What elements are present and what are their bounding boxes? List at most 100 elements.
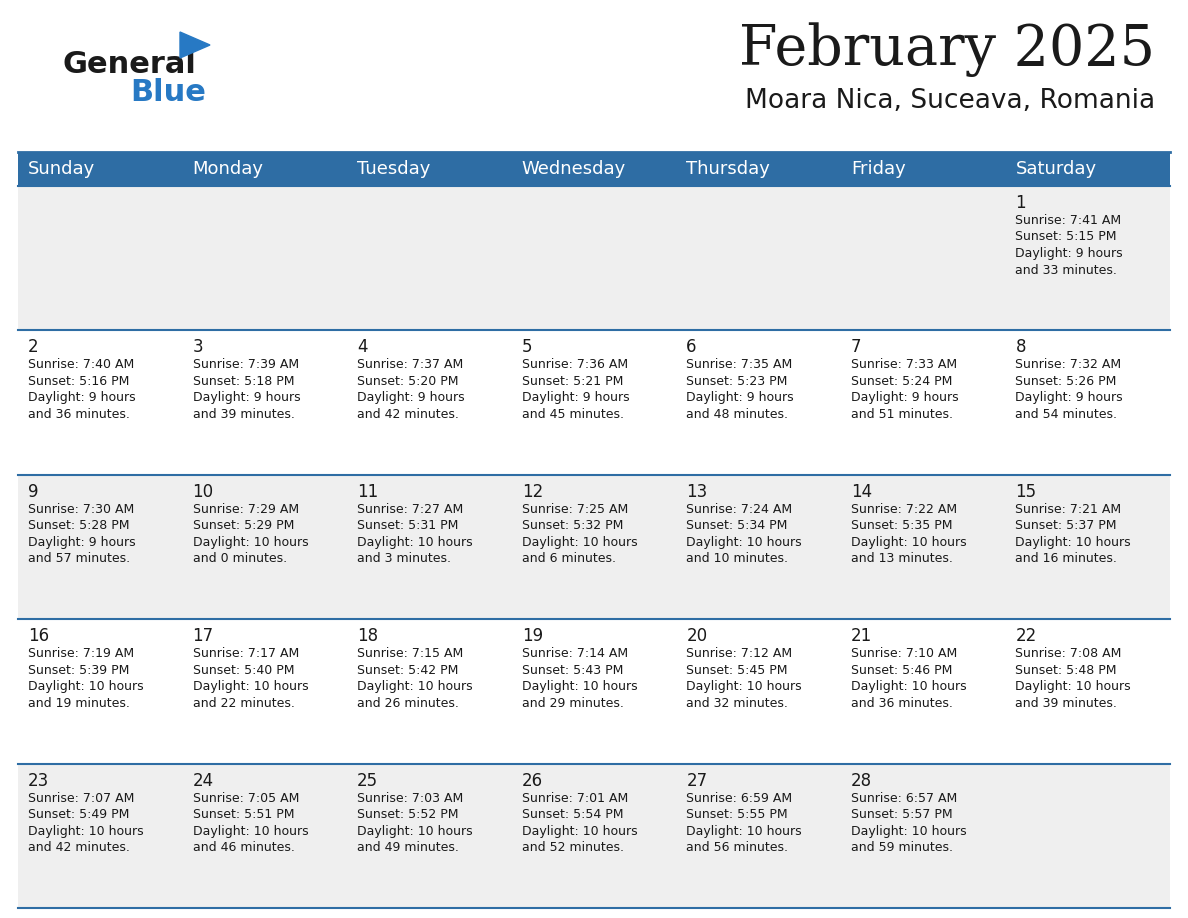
Text: and 22 minutes.: and 22 minutes. <box>192 697 295 710</box>
Text: Sunrise: 7:39 AM: Sunrise: 7:39 AM <box>192 358 298 372</box>
Bar <box>18 152 183 186</box>
Text: and 48 minutes.: and 48 minutes. <box>687 408 789 420</box>
Text: Sunset: 5:54 PM: Sunset: 5:54 PM <box>522 808 624 821</box>
Text: and 3 minutes.: and 3 minutes. <box>358 553 451 565</box>
Text: Daylight: 9 hours: Daylight: 9 hours <box>851 391 959 405</box>
Bar <box>183 475 347 620</box>
Text: Sunset: 5:31 PM: Sunset: 5:31 PM <box>358 520 459 532</box>
Text: Sunset: 5:37 PM: Sunset: 5:37 PM <box>1016 520 1117 532</box>
Text: and 59 minutes.: and 59 minutes. <box>851 841 953 854</box>
Text: Sunset: 5:16 PM: Sunset: 5:16 PM <box>29 375 129 388</box>
Bar <box>841 475 1005 620</box>
Text: Sunrise: 7:37 AM: Sunrise: 7:37 AM <box>358 358 463 372</box>
Text: Sunset: 5:46 PM: Sunset: 5:46 PM <box>851 664 953 677</box>
Text: Daylight: 9 hours: Daylight: 9 hours <box>687 391 794 405</box>
Text: Sunrise: 7:17 AM: Sunrise: 7:17 AM <box>192 647 299 660</box>
Bar <box>1005 330 1170 475</box>
Text: 10: 10 <box>192 483 214 501</box>
Bar <box>676 152 841 186</box>
Text: Daylight: 10 hours: Daylight: 10 hours <box>851 680 967 693</box>
Bar <box>1005 475 1170 620</box>
Text: Sunrise: 7:35 AM: Sunrise: 7:35 AM <box>687 358 792 372</box>
Text: 4: 4 <box>358 339 367 356</box>
Text: Daylight: 10 hours: Daylight: 10 hours <box>358 680 473 693</box>
Text: Moara Nica, Suceava, Romania: Moara Nica, Suceava, Romania <box>745 88 1155 114</box>
Text: Sunday: Sunday <box>29 160 95 178</box>
Text: 18: 18 <box>358 627 378 645</box>
Text: Sunset: 5:57 PM: Sunset: 5:57 PM <box>851 808 953 821</box>
Text: 3: 3 <box>192 339 203 356</box>
Text: and 45 minutes.: and 45 minutes. <box>522 408 624 420</box>
Text: and 51 minutes.: and 51 minutes. <box>851 408 953 420</box>
Text: and 57 minutes.: and 57 minutes. <box>29 553 131 565</box>
Bar <box>841 330 1005 475</box>
Text: Daylight: 10 hours: Daylight: 10 hours <box>192 536 308 549</box>
Text: 12: 12 <box>522 483 543 501</box>
Bar <box>18 620 183 764</box>
Text: Sunrise: 7:25 AM: Sunrise: 7:25 AM <box>522 503 628 516</box>
Text: Tuesday: Tuesday <box>358 160 430 178</box>
Bar <box>347 152 512 186</box>
Text: 28: 28 <box>851 772 872 789</box>
Bar <box>512 764 676 908</box>
Text: and 36 minutes.: and 36 minutes. <box>851 697 953 710</box>
Text: Sunrise: 7:33 AM: Sunrise: 7:33 AM <box>851 358 958 372</box>
Text: 16: 16 <box>29 627 49 645</box>
Text: and 10 minutes.: and 10 minutes. <box>687 553 789 565</box>
Text: Daylight: 9 hours: Daylight: 9 hours <box>29 536 135 549</box>
Text: 14: 14 <box>851 483 872 501</box>
Text: Sunset: 5:26 PM: Sunset: 5:26 PM <box>1016 375 1117 388</box>
Text: Sunset: 5:55 PM: Sunset: 5:55 PM <box>687 808 788 821</box>
Text: 23: 23 <box>29 772 49 789</box>
Bar <box>841 152 1005 186</box>
Text: Sunrise: 7:41 AM: Sunrise: 7:41 AM <box>1016 214 1121 227</box>
Bar <box>18 764 183 908</box>
Text: Sunrise: 7:40 AM: Sunrise: 7:40 AM <box>29 358 134 372</box>
Text: Sunset: 5:52 PM: Sunset: 5:52 PM <box>358 808 459 821</box>
Bar <box>183 186 347 330</box>
Text: Daylight: 9 hours: Daylight: 9 hours <box>522 391 630 405</box>
Text: Daylight: 10 hours: Daylight: 10 hours <box>358 824 473 837</box>
Text: Daylight: 10 hours: Daylight: 10 hours <box>29 680 144 693</box>
Text: 6: 6 <box>687 339 697 356</box>
Text: and 33 minutes.: and 33 minutes. <box>1016 263 1117 276</box>
Text: Daylight: 10 hours: Daylight: 10 hours <box>687 680 802 693</box>
Text: Daylight: 10 hours: Daylight: 10 hours <box>687 824 802 837</box>
Text: Sunset: 5:28 PM: Sunset: 5:28 PM <box>29 520 129 532</box>
Bar <box>347 764 512 908</box>
Text: and 46 minutes.: and 46 minutes. <box>192 841 295 854</box>
Text: Sunrise: 7:08 AM: Sunrise: 7:08 AM <box>1016 647 1121 660</box>
Text: Daylight: 10 hours: Daylight: 10 hours <box>29 824 144 837</box>
Text: Sunrise: 7:27 AM: Sunrise: 7:27 AM <box>358 503 463 516</box>
Text: and 36 minutes.: and 36 minutes. <box>29 408 129 420</box>
Text: Sunrise: 7:12 AM: Sunrise: 7:12 AM <box>687 647 792 660</box>
Text: 21: 21 <box>851 627 872 645</box>
Text: 13: 13 <box>687 483 708 501</box>
Bar <box>1005 186 1170 330</box>
Text: Daylight: 10 hours: Daylight: 10 hours <box>192 824 308 837</box>
Bar <box>676 186 841 330</box>
Text: 2: 2 <box>29 339 39 356</box>
Bar <box>512 152 676 186</box>
Text: and 39 minutes.: and 39 minutes. <box>1016 697 1117 710</box>
Text: Sunset: 5:34 PM: Sunset: 5:34 PM <box>687 520 788 532</box>
Text: 15: 15 <box>1016 483 1037 501</box>
Bar <box>841 764 1005 908</box>
Text: February 2025: February 2025 <box>739 22 1155 77</box>
Text: Sunset: 5:23 PM: Sunset: 5:23 PM <box>687 375 788 388</box>
Text: 19: 19 <box>522 627 543 645</box>
Text: Saturday: Saturday <box>1016 160 1097 178</box>
Text: Sunset: 5:21 PM: Sunset: 5:21 PM <box>522 375 623 388</box>
Bar <box>1005 764 1170 908</box>
Text: Sunrise: 7:21 AM: Sunrise: 7:21 AM <box>1016 503 1121 516</box>
Text: and 42 minutes.: and 42 minutes. <box>358 408 459 420</box>
Text: Sunrise: 7:29 AM: Sunrise: 7:29 AM <box>192 503 298 516</box>
Text: Daylight: 10 hours: Daylight: 10 hours <box>358 536 473 549</box>
Bar <box>183 152 347 186</box>
Text: and 29 minutes.: and 29 minutes. <box>522 697 624 710</box>
Text: Sunset: 5:18 PM: Sunset: 5:18 PM <box>192 375 295 388</box>
Text: 11: 11 <box>358 483 379 501</box>
Text: Sunrise: 7:36 AM: Sunrise: 7:36 AM <box>522 358 627 372</box>
Text: Sunrise: 7:05 AM: Sunrise: 7:05 AM <box>192 791 299 804</box>
Text: Daylight: 10 hours: Daylight: 10 hours <box>522 536 637 549</box>
